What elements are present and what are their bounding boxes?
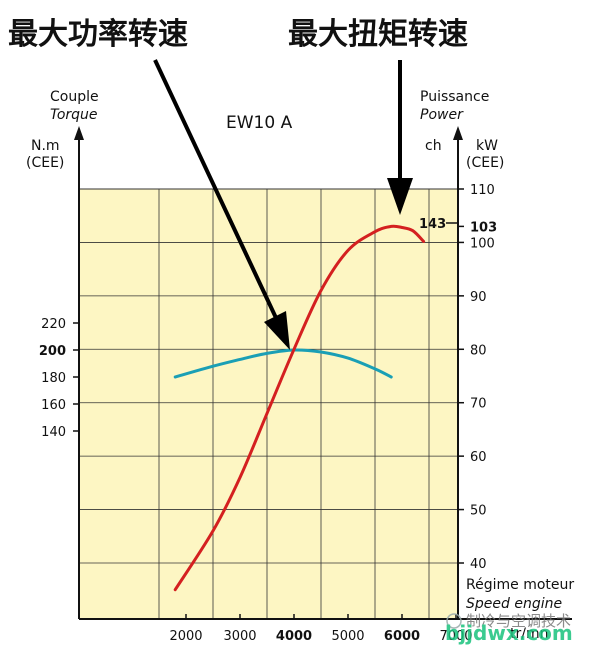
right-axis-unit-kw: kW xyxy=(476,138,498,154)
left-axis-unit: N.m xyxy=(31,138,60,154)
peak-power-ch-label: 143 xyxy=(419,217,446,232)
left-axis-title-alt: Torque xyxy=(50,107,98,123)
series-group xyxy=(173,224,426,592)
right-tick-label: 110 xyxy=(470,183,495,198)
left-axis-arrow xyxy=(74,126,84,140)
max-torque-arrow-head xyxy=(387,178,413,215)
chart-title: EW10 A xyxy=(226,113,293,133)
max-power-arrow-shaft xyxy=(153,59,279,321)
right-axis-unit-ch: ch xyxy=(425,138,442,154)
left-tick-label: 180 xyxy=(41,371,66,386)
watermark: 制冷与空调技术 bjjdwx.com xyxy=(445,612,573,645)
max-power-arrow-head xyxy=(264,311,290,350)
right-tick-label: 90 xyxy=(470,290,487,305)
plot-background xyxy=(79,189,458,619)
x-tick-label: 5000 xyxy=(331,629,364,644)
left-tick-label: 220 xyxy=(41,317,66,332)
left-tick-label: 140 xyxy=(41,425,66,440)
right-tick-label: 60 xyxy=(470,450,487,465)
x-tick-label: 2000 xyxy=(169,629,202,644)
power-curve xyxy=(173,224,426,592)
left-tick-label: 160 xyxy=(41,398,66,413)
max-power-speed-annotation: 最大功率转速 xyxy=(8,17,188,52)
right-tick-label: 100 xyxy=(470,236,495,251)
x-axis-unit: tr/mn xyxy=(510,626,548,642)
right-tick-label: 70 xyxy=(470,397,487,412)
watermark-icon xyxy=(446,613,462,629)
right-tick-label: 50 xyxy=(470,504,487,519)
x-tick-label: 6000 xyxy=(384,629,420,644)
right-tick-label: 103 xyxy=(470,220,497,235)
x-tick-label: 7000 xyxy=(439,629,472,644)
left-axis-title: Couple xyxy=(50,89,99,105)
x-axis-title-alt: Speed engine xyxy=(466,596,562,612)
axis-ticks: 2000 3000 4000 5000 6000 7000 220 200 180 160 140 1… xyxy=(39,183,497,644)
right-tick-label: 40 xyxy=(470,557,487,572)
x-axis-title: Régime moteur xyxy=(466,577,574,593)
watermark-site: bjjdwx.com xyxy=(445,621,573,645)
left-tick-label: 200 xyxy=(39,344,66,359)
right-axis-title-alt: Power xyxy=(420,107,464,123)
x-tick-label: 3000 xyxy=(223,629,256,644)
right-tick-label: 80 xyxy=(470,343,487,358)
right-axis-arrow xyxy=(453,126,463,140)
max-torque-speed-annotation: 最大扭矩转速 xyxy=(288,17,468,52)
watermark-text: 制冷与空调技术 xyxy=(466,612,571,630)
x-tick-label: 4000 xyxy=(276,629,312,644)
left-axis-unit-standard: (CEE) xyxy=(26,155,64,171)
right-axis-unit-standard: (CEE) xyxy=(466,155,504,171)
right-axis-title: Puissance xyxy=(420,89,489,105)
